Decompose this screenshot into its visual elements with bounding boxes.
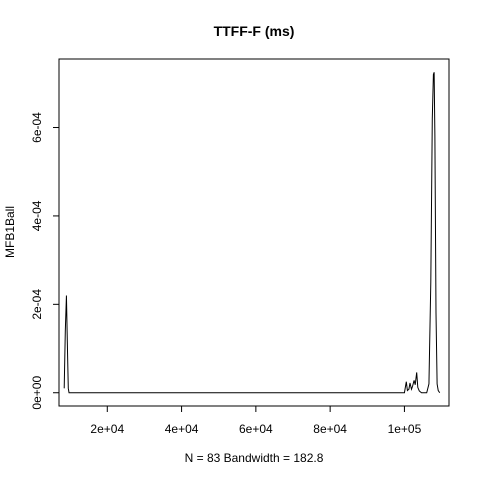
chart-title: TTFF-F (ms) <box>214 23 295 39</box>
x-tick-label: 6e+04 <box>239 422 273 436</box>
x-tick-label: 2e+04 <box>90 422 124 436</box>
y-tick-label: 2e-04 <box>30 289 44 320</box>
x-axis-title: N = 83 Bandwidth = 182.8 <box>185 451 324 465</box>
x-tick-label: 4e+04 <box>165 422 199 436</box>
y-tick-label: 0e+00 <box>30 376 44 410</box>
y-tick-label: 4e-04 <box>30 200 44 231</box>
y-axis-title: MFB1Ball <box>3 206 17 258</box>
density-line <box>63 72 441 394</box>
x-tick-label: 8e+04 <box>313 422 347 436</box>
x-tick-label: 1e+05 <box>388 422 422 436</box>
x-axis: 2e+04 4e+04 6e+04 8e+04 1e+05 <box>90 405 422 436</box>
y-axis: 0e+00 2e-04 4e-04 6e-04 <box>30 112 60 410</box>
y-tick-label: 6e-04 <box>30 112 44 143</box>
